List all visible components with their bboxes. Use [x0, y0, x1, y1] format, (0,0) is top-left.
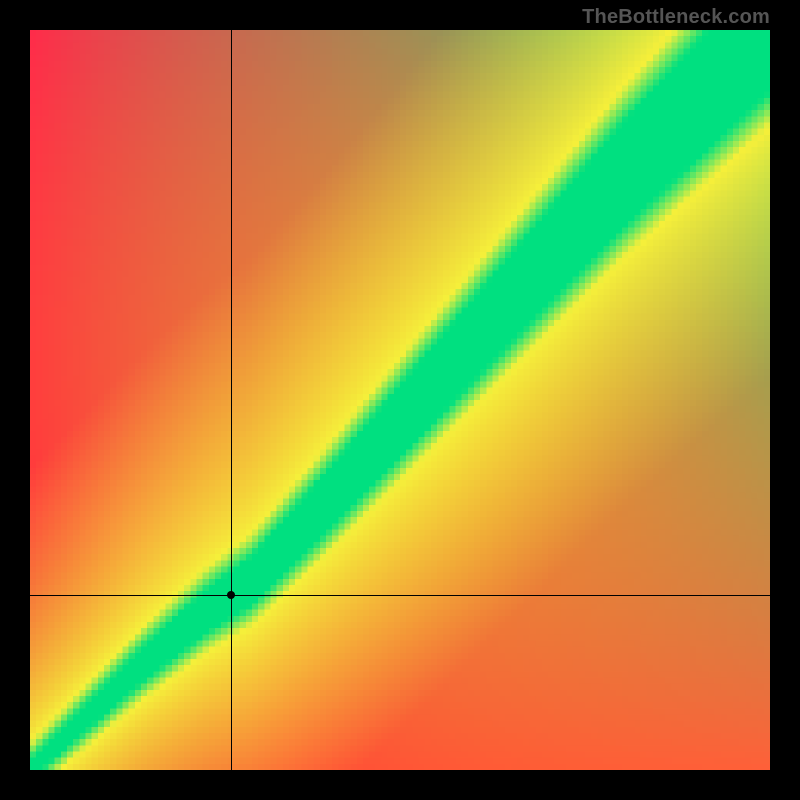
attribution-text: TheBottleneck.com: [582, 6, 770, 29]
figure-background: TheBottleneck.com: [0, 0, 800, 800]
crosshair-horizontal: [30, 595, 770, 596]
crosshair-vertical: [231, 30, 232, 770]
crosshair-marker: [227, 591, 235, 599]
heatmap-canvas: [30, 30, 770, 770]
plot-area: [30, 30, 770, 770]
